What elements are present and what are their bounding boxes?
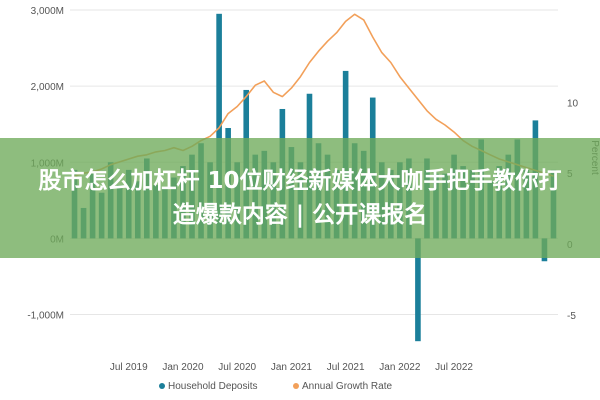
legend-label-household-deposits: Household Deposits [168, 381, 258, 392]
bar [216, 13, 222, 239]
bar [415, 238, 421, 342]
x-axis: Jul 2019 Jan 2020 Jul 2020 Jan 2021 Jul 2021… [110, 362, 474, 373]
x-tick-label: Jul 2019 [110, 362, 148, 373]
y-right-tick-label: -5 [567, 311, 576, 322]
overlay-banner[interactable]: 股市怎么加杠杆 10位财经新媒体大咖手把手教你打 造爆款内容 | 公开课报名 [0, 138, 600, 258]
banner-line-1: 股市怎么加杠杆 10位财经新媒体大咖手把手教你打 [38, 168, 562, 194]
x-tick-label: Jul 2020 [218, 362, 256, 373]
x-tick-label: Jul 2021 [327, 362, 365, 373]
legend-marker-household-deposits [159, 383, 165, 389]
x-tick-label: Jan 2022 [379, 362, 421, 373]
x-tick-label: Jul 2022 [435, 362, 473, 373]
legend-marker-annual-growth-rate [293, 383, 299, 389]
legend: Household Deposits Annual Growth Rate [159, 381, 392, 392]
banner-line-2: 造爆款内容 | 公开课报名 [172, 202, 428, 228]
x-tick-label: Jan 2020 [162, 362, 204, 373]
y-left-tick-label: -1,000M [27, 311, 64, 322]
legend-label-annual-growth-rate: Annual Growth Rate [302, 381, 392, 392]
x-tick-label: Jan 2021 [271, 362, 313, 373]
y-right-tick-label: 10 [567, 98, 579, 109]
y-left-tick-label: 2,000M [31, 82, 64, 93]
y-left-tick-label: 3,000M [31, 6, 64, 17]
